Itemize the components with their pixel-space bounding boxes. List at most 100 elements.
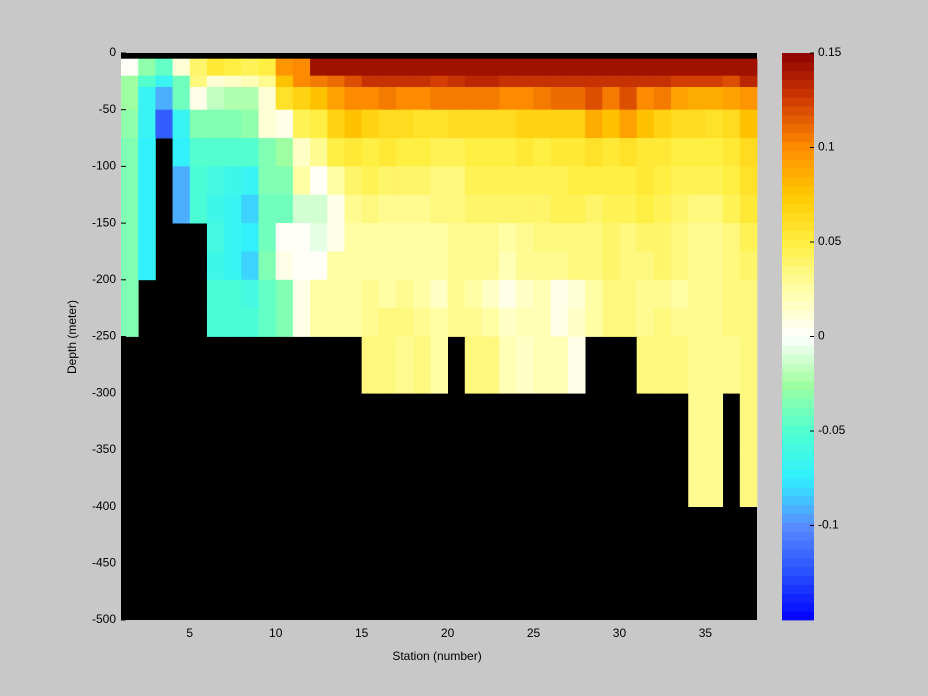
x-axis-label: Station (number) <box>392 649 481 663</box>
heatmap-cell <box>636 308 655 337</box>
heatmap-cell <box>138 138 156 167</box>
heatmap-cell <box>619 109 638 139</box>
heatmap-cell <box>516 279 534 309</box>
heatmap-cell <box>516 251 534 281</box>
y-tick-label: -200 <box>92 272 116 286</box>
heatmap-cell <box>688 251 706 281</box>
heatmap-cell <box>585 251 603 281</box>
heatmap-cell <box>310 58 328 77</box>
heatmap-cell <box>602 251 620 281</box>
heatmap-cell <box>224 138 242 167</box>
heatmap-cell <box>671 194 689 224</box>
colorbar-swatch <box>782 345 814 355</box>
colorbar-swatch <box>782 575 814 585</box>
heatmap-cell <box>396 87 414 111</box>
heatmap-cell <box>585 75 603 88</box>
heatmap-cell <box>602 109 620 139</box>
heatmap-cell <box>224 194 242 224</box>
heatmap-cell <box>722 251 741 281</box>
heatmap-cell <box>275 308 294 337</box>
heatmap-cell <box>138 87 156 111</box>
heatmap-cell <box>550 279 569 309</box>
heatmap-cell <box>327 251 345 281</box>
heatmap-cell <box>671 308 689 337</box>
heatmap-cell <box>447 109 466 139</box>
heatmap-cell <box>292 58 311 77</box>
heatmap-cell <box>224 279 242 309</box>
colorbar-swatch <box>782 389 814 399</box>
heatmap-cell <box>413 251 431 281</box>
colorbar-swatch <box>782 478 814 488</box>
colorbar-swatch <box>782 566 814 577</box>
heatmap-cell <box>671 166 689 196</box>
heatmap-cell <box>327 223 345 252</box>
y-tick-label: -300 <box>92 385 116 399</box>
heatmap-cell <box>430 75 448 88</box>
heatmap-cell <box>550 166 569 196</box>
heatmap-cell <box>258 223 277 252</box>
heatmap-cell <box>567 138 586 167</box>
colorbar-swatch <box>782 363 814 373</box>
colorbar-swatch <box>782 301 814 311</box>
heatmap-cell <box>138 75 156 88</box>
heatmap-cell <box>602 138 620 167</box>
heatmap-cell <box>327 87 345 111</box>
heatmap-cell <box>499 194 517 224</box>
heatmap-cell <box>671 336 689 394</box>
heatmap-cell <box>258 138 277 167</box>
heatmap-cell <box>481 166 500 196</box>
heatmap-cell <box>585 223 603 252</box>
heatmap-cell <box>481 58 500 77</box>
heatmap-cell <box>241 251 259 281</box>
heatmap-cell <box>396 166 414 196</box>
heatmap-cell <box>705 279 724 309</box>
heatmap-cell <box>292 87 311 111</box>
heatmap-cell <box>413 336 431 394</box>
heatmap-cell <box>396 138 414 167</box>
heatmap-cell <box>653 223 672 252</box>
heatmap-cell <box>516 223 534 252</box>
heatmap-cell <box>722 75 741 88</box>
heatmap-cell <box>378 138 397 167</box>
heatmap-cell <box>172 87 191 111</box>
heatmap-cell <box>516 308 534 337</box>
heatmap-cell <box>413 166 431 196</box>
colorbar-swatch <box>782 442 814 453</box>
heatmap-cell <box>327 138 345 167</box>
heatmap-cell <box>653 87 672 111</box>
heatmap-cell <box>361 109 380 139</box>
heatmap-cell <box>327 58 345 77</box>
heatmap-cell <box>172 75 191 88</box>
heatmap-cell <box>292 308 311 337</box>
heatmap-cell <box>206 58 225 77</box>
heatmap-cell <box>378 336 397 394</box>
heatmap-cell <box>361 87 380 111</box>
colorbar-swatch <box>782 433 814 444</box>
heatmap-cell <box>447 138 466 167</box>
heatmap-cell <box>705 166 724 196</box>
heatmap-cell <box>464 138 483 167</box>
heatmap-cell <box>378 87 397 111</box>
y-tick-label: -400 <box>92 499 116 513</box>
heatmap-cell <box>138 166 156 196</box>
heatmap-cell <box>378 194 397 224</box>
heatmap-cell <box>189 87 208 111</box>
heatmap-cell <box>464 109 483 139</box>
heatmap-cell <box>413 58 431 77</box>
heatmap-cell <box>705 58 724 77</box>
heatmap-cell <box>275 251 294 281</box>
heatmap-cell <box>533 138 552 167</box>
heatmap-cell <box>722 308 741 337</box>
heatmap-cell <box>430 138 448 167</box>
heatmap-cell <box>258 308 277 337</box>
colorbar-swatch <box>782 159 814 169</box>
heatmap-cell <box>172 138 191 167</box>
heatmap-cell <box>499 138 517 167</box>
heatmap-cell <box>447 58 466 77</box>
heatmap-cell <box>602 194 620 224</box>
heatmap-cell <box>481 87 500 111</box>
colorbar-swatch <box>782 70 814 80</box>
heatmap-cell <box>619 166 638 196</box>
heatmap-cell <box>722 87 741 111</box>
